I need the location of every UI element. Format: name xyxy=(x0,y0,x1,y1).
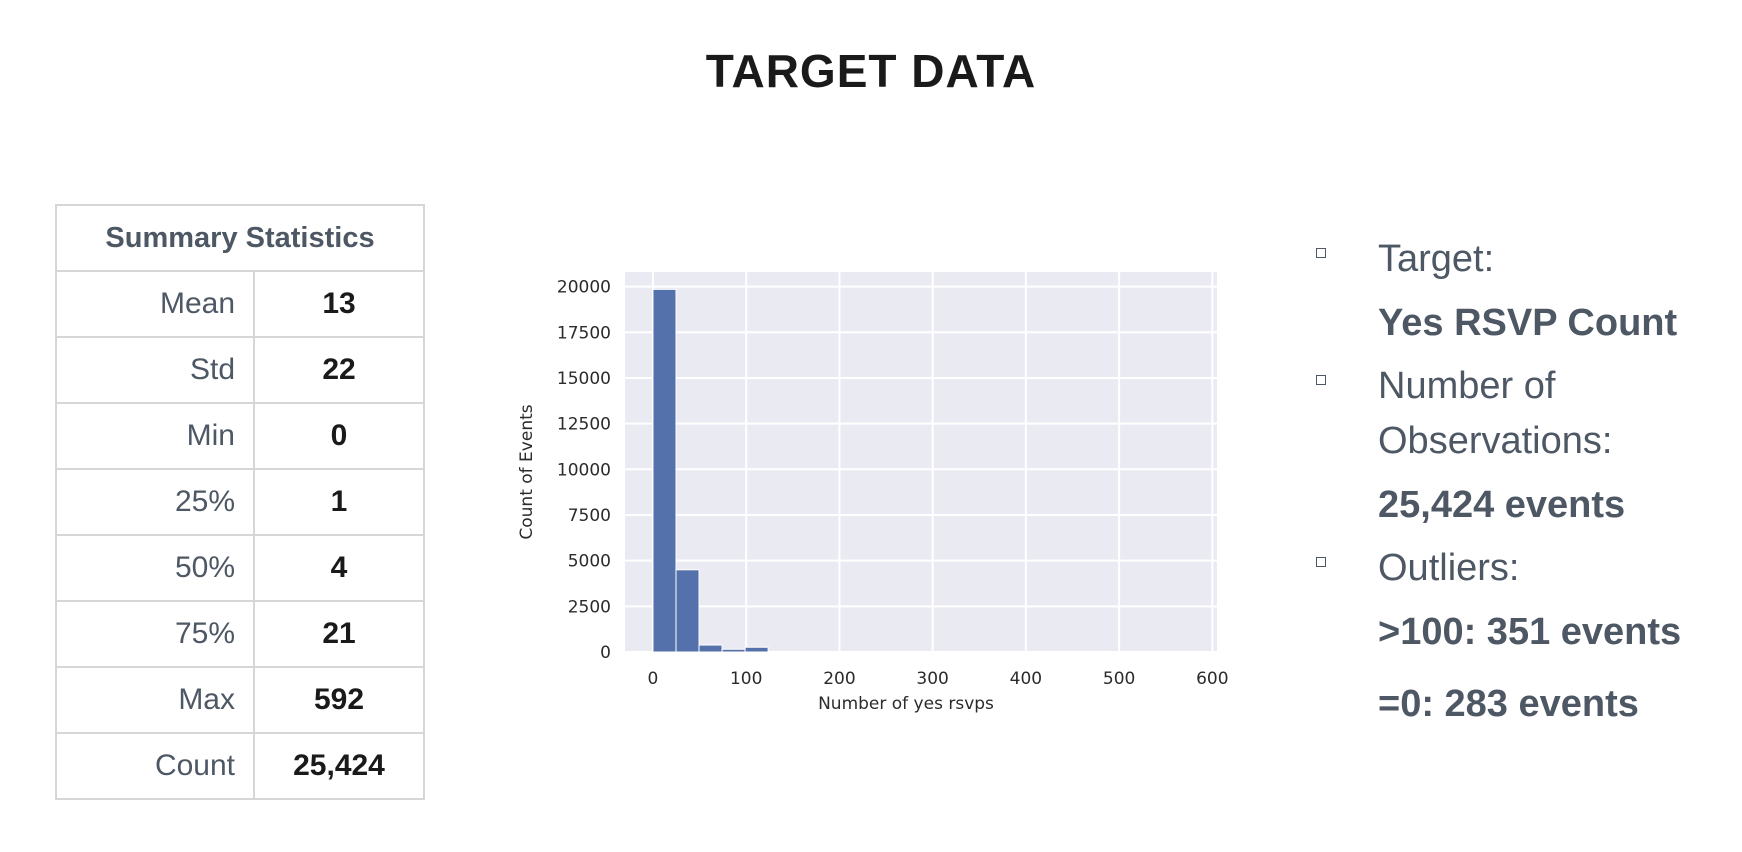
stat-value: 4 xyxy=(253,534,425,602)
square-bullet-icon xyxy=(1316,248,1326,258)
stat-value: 21 xyxy=(253,600,425,668)
stat-label: Count xyxy=(55,732,255,800)
histogram-bar xyxy=(744,646,769,653)
bullet-label: Target: xyxy=(1378,238,1495,280)
x-tick-label: 500 xyxy=(1103,669,1135,689)
y-tick-label: 15000 xyxy=(557,369,611,389)
y-tick-label: 17500 xyxy=(557,323,611,343)
page-title: TARGET DATA xyxy=(705,45,1037,97)
bullet-label: Number of Observations: xyxy=(1378,365,1613,462)
square-bullet-icon xyxy=(1316,375,1326,385)
stat-label: 25% xyxy=(55,468,255,536)
y-tick-label: 0 xyxy=(600,643,611,663)
table-row: Min 0 xyxy=(55,402,425,470)
histogram-bar xyxy=(767,650,792,653)
y-tick-label: 10000 xyxy=(557,460,611,480)
table-row: 50% 4 xyxy=(55,534,425,602)
histogram-bar xyxy=(652,288,677,653)
histogram-bar xyxy=(675,569,700,653)
y-axis-label: Count of Events xyxy=(517,404,537,539)
stat-label: 50% xyxy=(55,534,255,602)
x-axis-label: Number of yes rsvps xyxy=(818,694,994,714)
stat-label: Mean xyxy=(55,270,255,338)
histogram-chart: 0 100 200 300 400 500 600 0 2500 5000 7500 10000 125… xyxy=(517,272,1229,714)
stat-value: 1 xyxy=(253,468,425,536)
x-tick-label: 600 xyxy=(1196,669,1228,689)
x-tick-label: 0 xyxy=(648,669,659,689)
histogram-bar xyxy=(698,644,723,653)
stat-value: 22 xyxy=(253,336,425,404)
bullet-label: Outliers: xyxy=(1378,547,1520,589)
y-tick-label: 20000 xyxy=(557,278,611,298)
stat-value: 25,424 xyxy=(253,732,425,800)
stat-label: Max xyxy=(55,666,255,734)
stat-label: 75% xyxy=(55,600,255,668)
histogram-bar xyxy=(721,648,746,653)
table-row: 25% 1 xyxy=(55,468,425,536)
bullet-value: Yes RSVP Count xyxy=(1378,302,1678,344)
y-tick-label: 5000 xyxy=(568,552,611,572)
x-tick-label: 300 xyxy=(916,669,948,689)
bullet-outliers: Outliers: >100: 351 events =0: 283 event… xyxy=(1308,541,1728,740)
stat-label: Min xyxy=(55,402,255,470)
bullet-list: Target: Yes RSVP Count Number of Observa… xyxy=(1308,232,1728,740)
stat-value: 13 xyxy=(253,270,425,338)
bullet-target: Target: Yes RSVP Count xyxy=(1308,232,1728,359)
x-tick-label: 100 xyxy=(730,669,762,689)
y-tick-label: 7500 xyxy=(568,506,611,526)
plot-background xyxy=(625,272,1217,652)
bullet-value: >100: 351 events xyxy=(1378,611,1682,653)
table-row: Count 25,424 xyxy=(55,732,425,800)
x-tick-label: 400 xyxy=(1010,669,1042,689)
table-header: Summary Statistics xyxy=(55,204,425,272)
square-bullet-icon xyxy=(1316,557,1326,567)
bullet-value: =0: 283 events xyxy=(1378,683,1639,725)
stat-label: Std xyxy=(55,336,255,404)
table-row: Std 22 xyxy=(55,336,425,404)
table-row: 75% 21 xyxy=(55,600,425,668)
table-header-row: Summary Statistics xyxy=(55,204,425,272)
summary-statistics-table: Summary Statistics Mean 13 Std 22 Min 0 … xyxy=(55,204,425,800)
y-tick-label: 12500 xyxy=(557,415,611,435)
bullet-value: 25,424 events xyxy=(1378,484,1626,526)
table-row: Mean 13 xyxy=(55,270,425,338)
x-tick-label: 200 xyxy=(823,669,855,689)
stat-value: 0 xyxy=(253,402,425,470)
stat-value: 592 xyxy=(253,666,425,734)
bullet-observations: Number of Observations: 25,424 events xyxy=(1308,359,1728,541)
y-tick-label: 2500 xyxy=(568,597,611,617)
table-row: Max 592 xyxy=(55,666,425,734)
